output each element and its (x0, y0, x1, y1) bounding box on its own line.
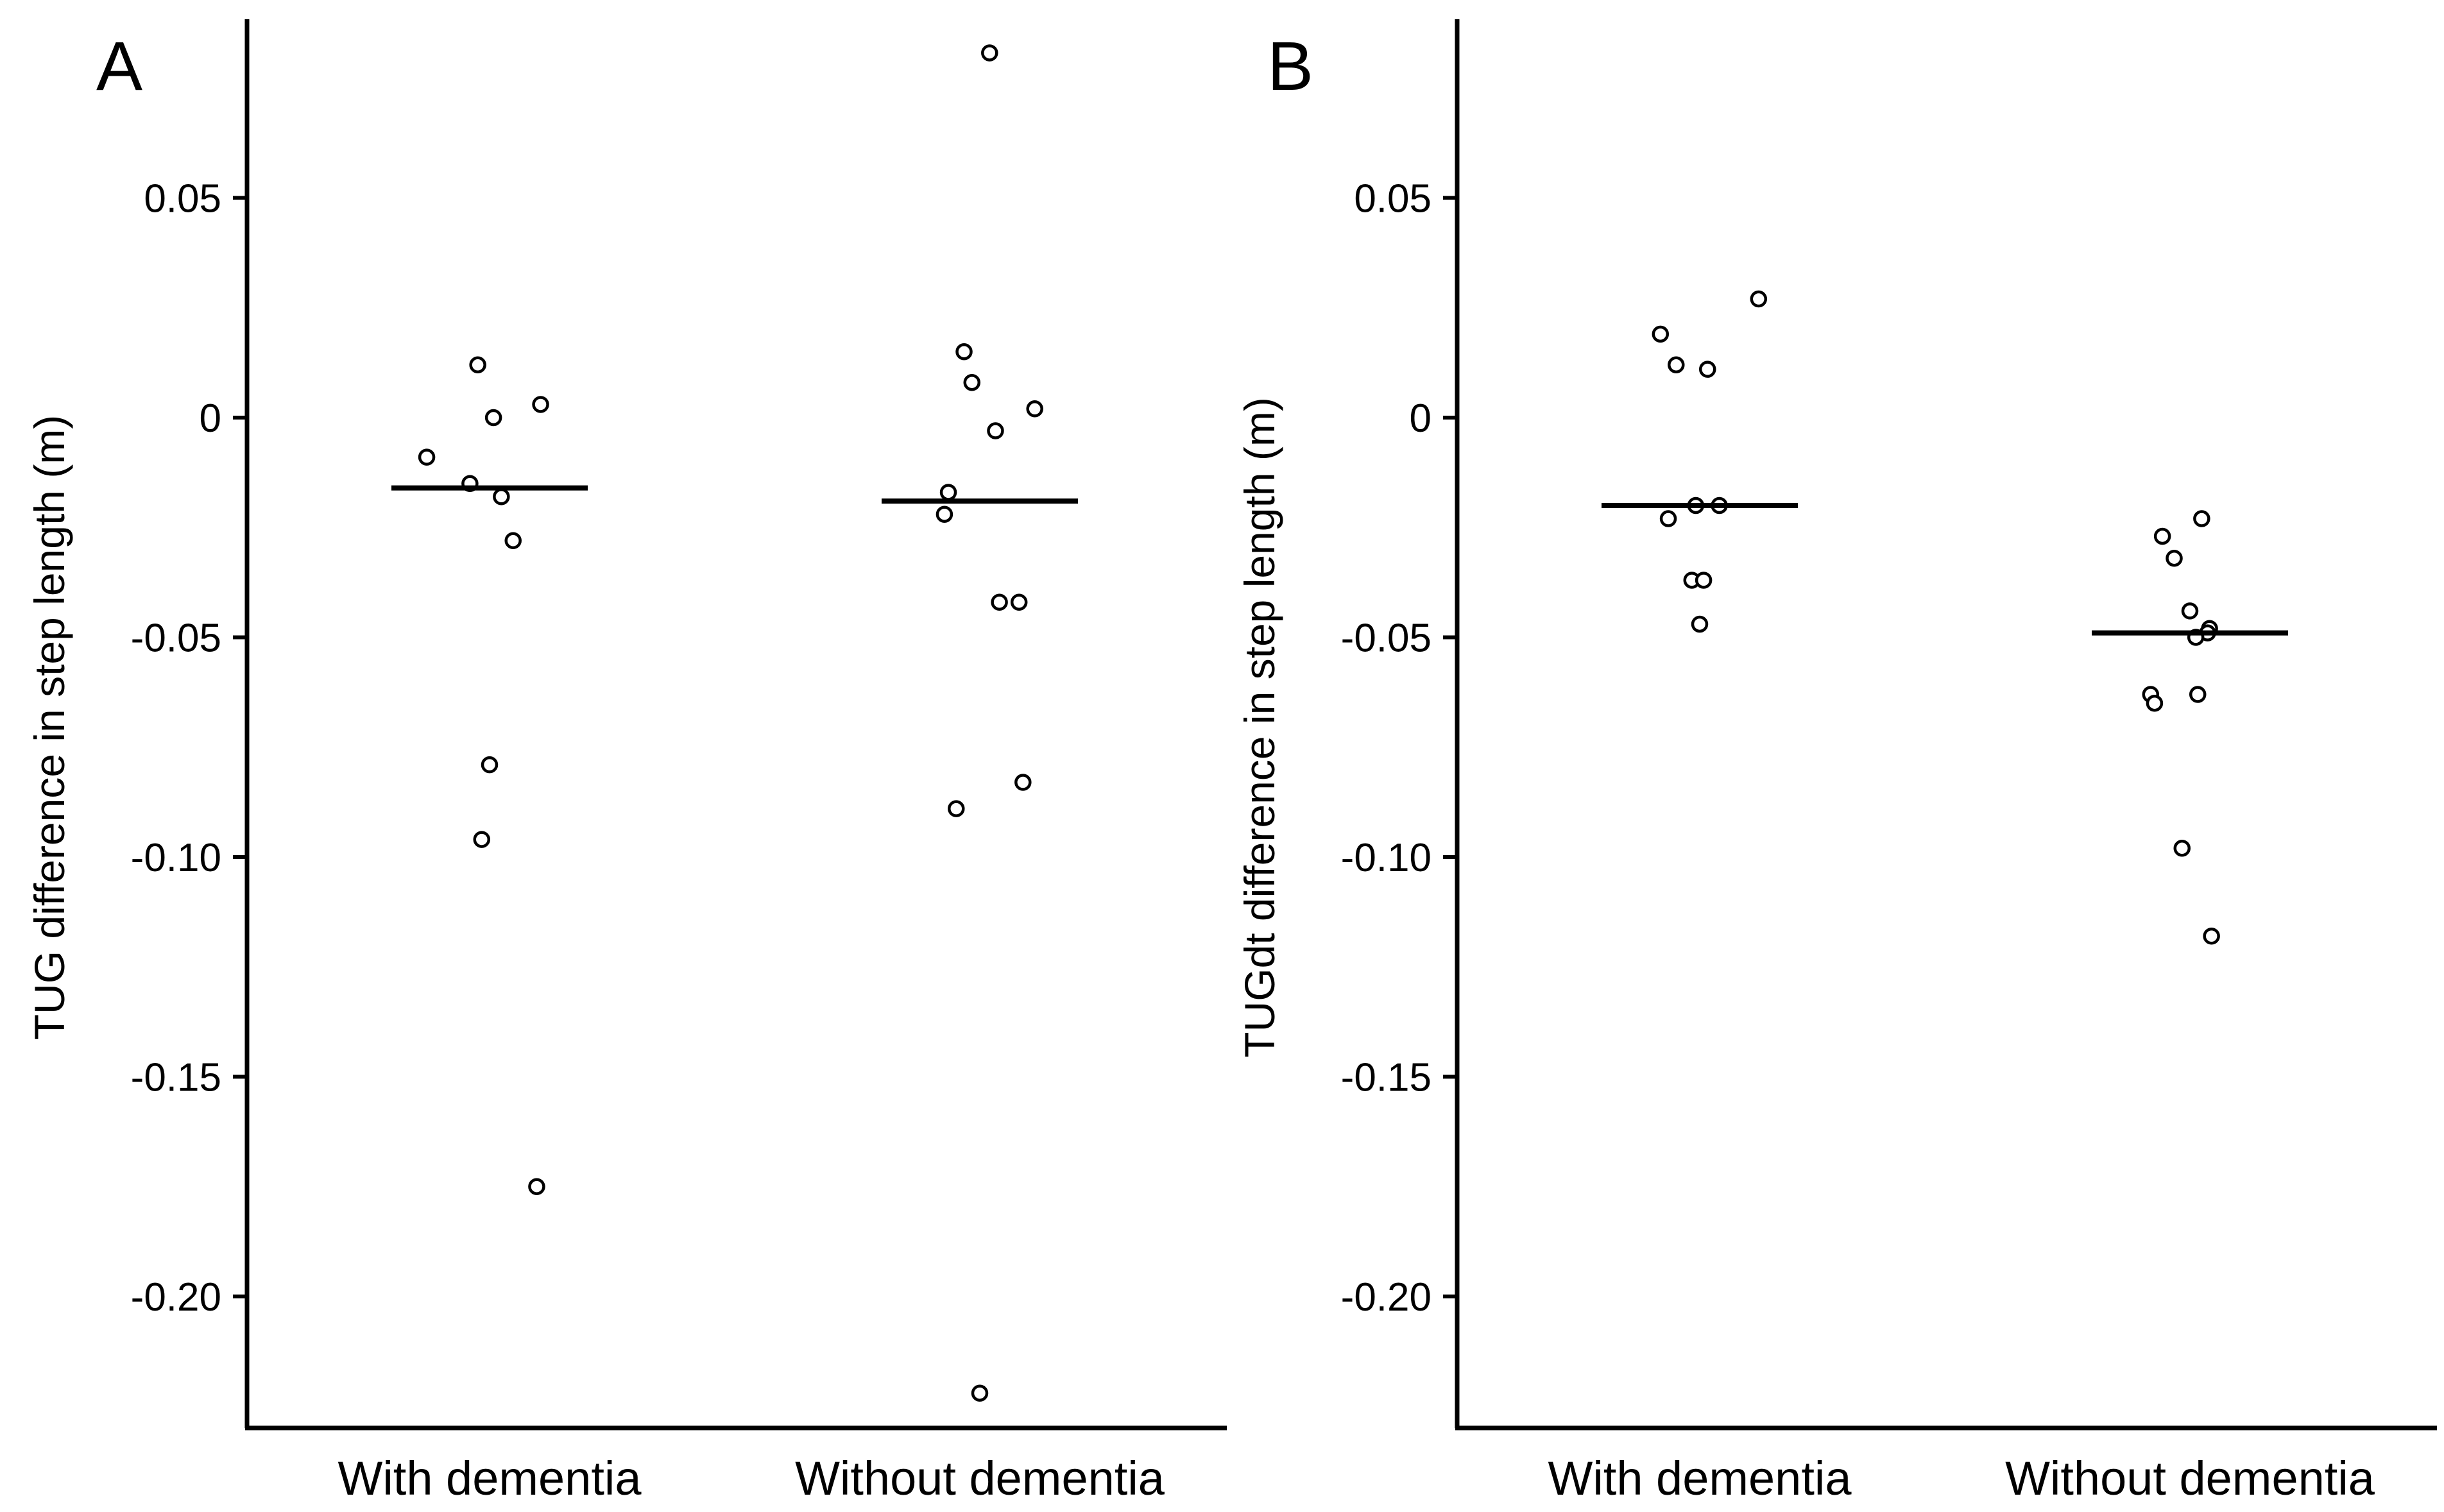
panel-a-y-tick-label: 0 (200, 396, 221, 441)
panel-a-point-without-dementia (1014, 774, 1032, 791)
panel-a-point-without-dementia (955, 343, 973, 361)
panel-a-y-tick-label: -0.10 (131, 836, 221, 880)
panel-a-point-without-dementia (1026, 400, 1043, 418)
panel-a-medians (391, 485, 1078, 504)
panel-a-y-tick-label: 0.05 (144, 177, 221, 221)
panel-b-point-without-dementia (2189, 686, 2207, 703)
panel-b-point-without-dementia (2193, 510, 2210, 527)
panel-a-y-axis-title: TUG difference in step length (m) (26, 415, 73, 1041)
panel-a-point-without-dementia (963, 373, 981, 391)
panel-a-point-without-dementia (971, 1384, 989, 1402)
panel-b-point-with-dementia (1750, 290, 1768, 308)
panel-a-label: A (96, 27, 142, 105)
panel-a-point-without-dementia (939, 484, 957, 501)
panel-a-point-without-dementia (936, 505, 953, 523)
panel-b-y-tick-label: -0.05 (1341, 616, 1431, 661)
panel-a-y-ticks: 0.05 0 -0.05 -0.10 -0.15 -0.20 (131, 177, 247, 1320)
panel-b-y-tick-label: 0.05 (1354, 177, 1431, 221)
panel-b-point-with-dementia (1698, 361, 1716, 378)
panel-b-category-label-without-dementia: Without dementia (2005, 1452, 2375, 1505)
panel-b-point-without-dementia (2153, 527, 2171, 545)
panel-a-point-without-dementia (1010, 593, 1028, 611)
panel-b-point-with-dementia (1659, 510, 1677, 527)
panel-a-point-without-dementia (981, 44, 998, 62)
panel-a-y-tick-label: -0.20 (131, 1275, 221, 1320)
panel-a-points (418, 44, 1043, 1402)
panel-b-point-without-dementia (2203, 928, 2220, 945)
panel-a-point-with-dementia (532, 396, 549, 413)
panel-b-y-tick-label: 0 (1410, 396, 1431, 441)
panel-a-point-without-dementia (987, 422, 1004, 439)
panel-a-point-with-dementia (469, 356, 486, 374)
panel-b-points (1652, 290, 2220, 945)
panel-b-point-with-dementia (1691, 615, 1709, 633)
panel-b-y-tick-label: -0.15 (1341, 1056, 1431, 1100)
panel-b-point-without-dementia (2166, 549, 2183, 567)
panel-b-category-label-with-dementia: With dementia (1548, 1452, 1852, 1505)
panel-a-point-without-dementia (948, 800, 965, 817)
panel-a-point-with-dementia (473, 831, 491, 848)
panel-b: B TUGdt difference in step length (m) Wi… (1236, 19, 2437, 1505)
panel-b-y-ticks: 0.05 0 -0.05 -0.10 -0.15 -0.20 (1341, 177, 1457, 1320)
panel-a-y-tick-label: -0.05 (131, 616, 221, 661)
panel-a-point-with-dementia (481, 756, 499, 774)
panel-a-point-with-dementia (418, 448, 436, 466)
panel-a-point-with-dementia (493, 488, 510, 505)
panel-b-point-with-dementia (1695, 572, 1713, 589)
panel-b-point-with-dementia (1652, 325, 1670, 343)
panel-a-y-tick-label: -0.15 (131, 1056, 221, 1100)
panel-b-point-without-dementia (2146, 695, 2164, 712)
panel-a-point-with-dementia (528, 1178, 545, 1195)
panel-b-point-without-dementia (2181, 602, 2199, 620)
panel-a-category-label-without-dementia: Without dementia (795, 1452, 1165, 1505)
panel-a-category-label-with-dementia: With dementia (338, 1452, 642, 1505)
panel-b-label: B (1267, 27, 1313, 105)
panel-b-medians (1602, 503, 2288, 636)
panel-a-point-without-dementia (991, 593, 1008, 611)
panel-a-point-with-dementia (504, 532, 522, 550)
panel-a-point-with-dementia (484, 409, 502, 427)
panel-a: A TUG difference in step length (m) With… (26, 19, 1227, 1505)
panel-b-point-with-dementia (1668, 356, 1685, 374)
panel-b-y-tick-label: -0.20 (1341, 1275, 1431, 1320)
panel-b-y-axis-title: TUGdt difference in step length (m) (1236, 397, 1283, 1058)
panel-b-point-without-dementia (2173, 840, 2191, 857)
panel-b-y-tick-label: -0.10 (1341, 836, 1431, 880)
